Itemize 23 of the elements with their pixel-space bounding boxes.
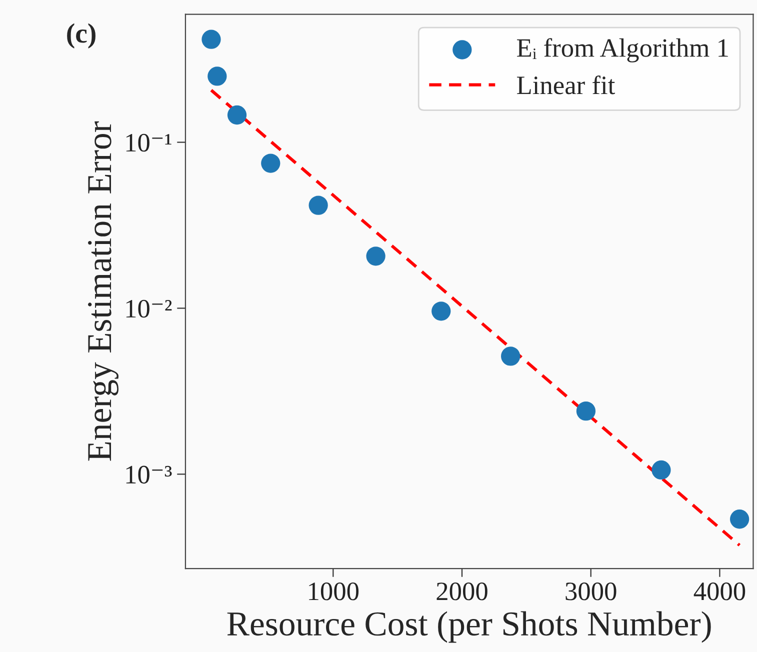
point	[366, 246, 386, 266]
x-tick-label: 2000	[436, 582, 488, 600]
point	[261, 154, 280, 173]
point	[652, 460, 671, 480]
y-axis-title: Energy Estimation Error	[88, 121, 118, 461]
y-tick-label: 10⁻³	[126, 466, 172, 484]
x-tick-label: 4000	[694, 582, 746, 600]
point	[501, 346, 520, 366]
point	[202, 30, 221, 49]
point	[576, 402, 596, 421]
y-tick-label: 10⁻¹	[126, 134, 172, 152]
legend-label: Linear fit	[517, 75, 616, 94]
x-axis-title: Resource Cost (per Shots Number)	[227, 611, 711, 643]
y-tick-label: 10⁻²	[126, 300, 172, 318]
x-tick-label: 3000	[566, 582, 616, 600]
point	[227, 105, 247, 125]
legend-label: Eᵢ from Algorithm 1	[517, 38, 728, 62]
point	[730, 510, 750, 529]
text: (c)	[67, 23, 96, 48]
x-tick-label: 1000	[309, 582, 359, 600]
point	[308, 196, 328, 215]
point	[208, 66, 227, 86]
point	[432, 302, 451, 321]
